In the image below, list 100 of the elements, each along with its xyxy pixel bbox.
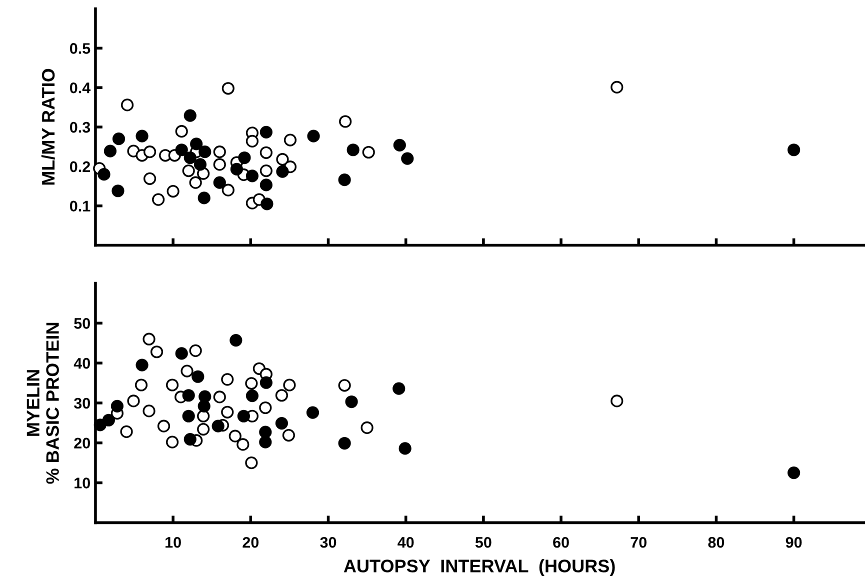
point xyxy=(610,394,624,408)
point xyxy=(246,134,259,148)
point xyxy=(175,144,188,156)
point xyxy=(197,410,210,422)
x-tick-label: 80 xyxy=(708,536,724,548)
point xyxy=(259,426,272,438)
point xyxy=(134,378,148,392)
point xyxy=(610,80,624,94)
point xyxy=(339,115,352,128)
point xyxy=(197,422,210,436)
point xyxy=(260,126,272,138)
point xyxy=(182,164,195,178)
point xyxy=(127,394,140,408)
point xyxy=(221,406,234,418)
point xyxy=(236,438,250,451)
point xyxy=(245,456,258,470)
point xyxy=(260,178,272,192)
point xyxy=(338,174,351,186)
point xyxy=(142,404,156,418)
point xyxy=(192,370,204,383)
point xyxy=(338,436,351,450)
point xyxy=(198,146,212,158)
point xyxy=(102,414,115,426)
point xyxy=(166,378,179,392)
y-tick-label: 0.2 xyxy=(70,161,90,172)
point xyxy=(189,176,202,189)
point xyxy=(182,389,195,402)
point xyxy=(282,428,295,442)
y-tick-label: 0.5 xyxy=(70,43,90,54)
point xyxy=(338,379,351,392)
point xyxy=(306,406,320,419)
point xyxy=(393,138,406,152)
y-tick-label: 0.3 xyxy=(70,122,90,133)
point xyxy=(194,158,207,171)
point xyxy=(284,134,297,146)
point xyxy=(120,98,134,112)
x-tick-label: 60 xyxy=(553,536,569,548)
x-tick-label: 90 xyxy=(786,536,802,548)
y-tick-label: 0.4 xyxy=(70,82,91,94)
point xyxy=(222,82,234,95)
point xyxy=(213,158,226,171)
point xyxy=(212,420,224,432)
x-tick-label: 40 xyxy=(398,536,414,548)
point xyxy=(275,417,288,430)
x-tick-label: 70 xyxy=(630,536,647,548)
point xyxy=(98,168,110,181)
point xyxy=(788,466,800,480)
y-axis-title: ML/MY RATIO xyxy=(41,68,55,185)
y-tick-label: 50 xyxy=(74,318,90,329)
y-axis-title: MYELIN % BASIC PROTEIN xyxy=(26,322,59,484)
point xyxy=(275,389,288,402)
point xyxy=(245,377,258,390)
point xyxy=(184,432,196,446)
x-tick-label: 20 xyxy=(242,536,259,548)
point xyxy=(260,146,272,159)
point xyxy=(276,153,289,166)
point xyxy=(213,176,226,189)
point xyxy=(182,410,195,422)
point xyxy=(788,144,800,156)
point xyxy=(237,410,250,422)
point xyxy=(190,138,203,150)
point xyxy=(307,130,320,142)
x-tick-label: 30 xyxy=(320,536,336,548)
point xyxy=(175,125,188,138)
point xyxy=(180,364,194,378)
y-tick-label: 40 xyxy=(74,358,90,369)
point xyxy=(238,151,251,164)
point xyxy=(198,400,210,412)
point xyxy=(345,395,358,408)
point xyxy=(142,332,156,346)
point xyxy=(136,130,148,142)
point xyxy=(246,170,259,182)
point xyxy=(143,172,156,185)
point xyxy=(260,198,274,210)
point xyxy=(260,376,272,389)
point xyxy=(166,184,180,198)
point xyxy=(259,401,272,414)
x-tick-label: 50 xyxy=(475,536,492,548)
point xyxy=(230,334,242,347)
point xyxy=(360,421,374,434)
point xyxy=(184,109,196,122)
point xyxy=(283,378,296,392)
point xyxy=(166,436,179,448)
point xyxy=(157,420,170,432)
point xyxy=(222,184,234,196)
point xyxy=(175,347,188,360)
point xyxy=(276,165,289,178)
x-tick-label: 10 xyxy=(166,536,181,548)
point xyxy=(213,390,226,404)
point xyxy=(110,400,124,412)
point xyxy=(104,144,117,158)
point xyxy=(120,425,133,438)
point xyxy=(259,436,272,448)
point xyxy=(398,442,412,455)
point xyxy=(260,164,272,178)
point xyxy=(150,346,164,358)
point xyxy=(184,151,196,164)
y-tick-label: 10 xyxy=(74,478,90,488)
x-axis-title: AUTOPSY INTERVAL (HOURS) xyxy=(344,559,615,576)
point xyxy=(189,344,202,357)
